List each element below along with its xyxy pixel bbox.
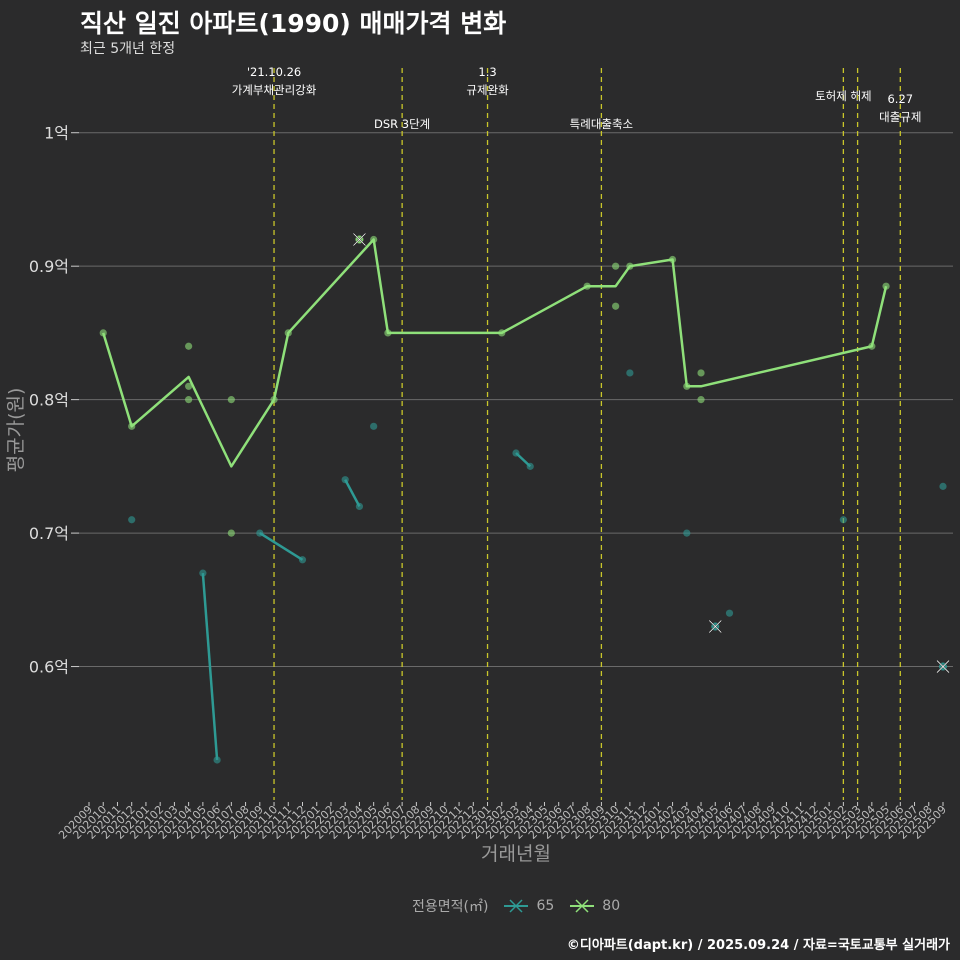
- legend-title: 전용면적(㎡): [412, 899, 489, 915]
- series-80-point: [612, 302, 620, 310]
- y-axis-title: 평균가(원): [5, 388, 27, 473]
- series-65-point: [256, 529, 264, 537]
- series-80-point: [128, 422, 136, 430]
- legend-swatch-65: [504, 899, 529, 913]
- event-label: '21.10.26: [247, 65, 301, 79]
- series-80-point: [668, 255, 677, 264]
- series-80-point: [185, 396, 193, 404]
- series-65-point: [199, 569, 207, 577]
- event-label: 토허제 해제: [815, 89, 872, 103]
- series-80-point: [697, 369, 705, 377]
- event-label: DSR 3단계: [374, 117, 430, 131]
- series-80-point: [227, 396, 235, 404]
- event-label: 1.3: [478, 65, 496, 79]
- series-80-point: [612, 262, 620, 270]
- legend-item-65: 65: [502, 898, 554, 914]
- legend-label-65: 65: [536, 898, 555, 914]
- series-80-point: [626, 262, 634, 270]
- series-80-point: [882, 282, 890, 290]
- series-80-point: [697, 396, 705, 404]
- legend: 전용면적(㎡) 65 80: [412, 896, 620, 916]
- series-80-point: [185, 382, 193, 390]
- y-tick-label: 0.8억: [29, 391, 69, 410]
- series-65-point: [370, 422, 378, 430]
- series-80-line: [102, 238, 888, 468]
- series-80-point: [868, 342, 876, 350]
- series-65-point: [939, 482, 947, 490]
- event-label: 6.27: [887, 92, 913, 106]
- y-tick-label: 0.6억: [29, 658, 69, 677]
- series-65-line: [201, 573, 219, 761]
- series-65-line: [259, 532, 304, 561]
- chart-subtitle: 최근 5개년 한정: [80, 41, 176, 57]
- series-80-point: [185, 342, 193, 350]
- x-axis-title: 거래년월: [481, 843, 551, 865]
- y-tick-label: 0.9억: [29, 257, 69, 276]
- series-65-point: [683, 529, 691, 537]
- chart-title: 직산 일진 아파트(1990) 매매가격 변화: [80, 9, 507, 38]
- event-label: 특례대출축소: [570, 117, 633, 131]
- series-65-point: [626, 369, 634, 377]
- legend-label-80: 80: [602, 898, 621, 914]
- event-label: 규제완화: [466, 83, 509, 97]
- series-65-extreme-marker: [708, 620, 722, 633]
- legend-swatch-80: [570, 899, 595, 913]
- series-65-point: [298, 556, 307, 564]
- y-tick-label: 0.7억: [29, 524, 69, 543]
- series-65-point: [526, 462, 534, 470]
- series-80-point: [384, 329, 392, 337]
- series-80-point: [227, 529, 235, 537]
- event-label: 가계부채관리강화: [232, 83, 317, 97]
- legend-item-80: 80: [568, 898, 620, 914]
- series-65-extreme-marker: [936, 660, 950, 673]
- series-80-extreme-marker: [353, 233, 366, 246]
- series-80-point: [683, 382, 691, 390]
- series-80-point: [284, 329, 292, 337]
- series-80-point: [270, 396, 278, 404]
- series-65-point: [213, 756, 221, 764]
- series-65-point: [355, 502, 364, 510]
- series-80-point: [370, 235, 378, 244]
- event-label: 대출규제: [879, 110, 921, 124]
- series-65-point: [512, 449, 520, 457]
- series-65-point: [341, 476, 349, 484]
- source-caption: ©디아파트(dapt.kr) / 2025.09.24 / 자료=국토교통부 실…: [566, 938, 950, 953]
- series-65-point: [128, 516, 136, 524]
- series-65-line: [344, 479, 361, 507]
- series-65-point: [725, 609, 734, 617]
- series-80-point: [498, 329, 506, 337]
- series-80-point: [99, 329, 107, 337]
- y-tick-label: 1억: [44, 124, 69, 143]
- series-65-point: [839, 516, 847, 524]
- series-80-point: [583, 282, 591, 290]
